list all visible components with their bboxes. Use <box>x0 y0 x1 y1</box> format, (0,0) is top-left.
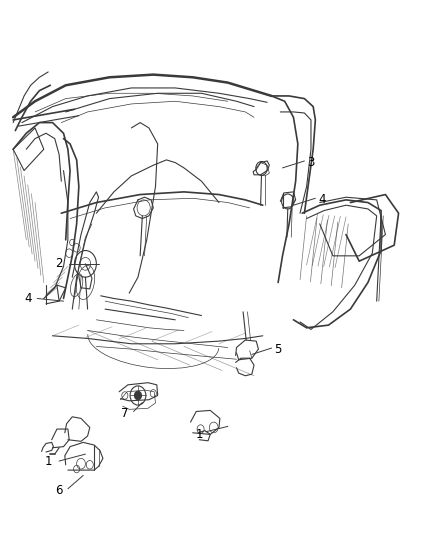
Text: 4: 4 <box>25 292 32 305</box>
Text: 2: 2 <box>55 257 63 270</box>
Text: 1: 1 <box>195 428 203 441</box>
Text: 6: 6 <box>55 484 63 497</box>
Text: 1: 1 <box>44 455 52 467</box>
Text: 4: 4 <box>318 193 326 206</box>
Circle shape <box>134 391 141 400</box>
Text: 5: 5 <box>275 343 282 356</box>
Text: 7: 7 <box>121 407 129 419</box>
Text: 3: 3 <box>307 156 314 169</box>
